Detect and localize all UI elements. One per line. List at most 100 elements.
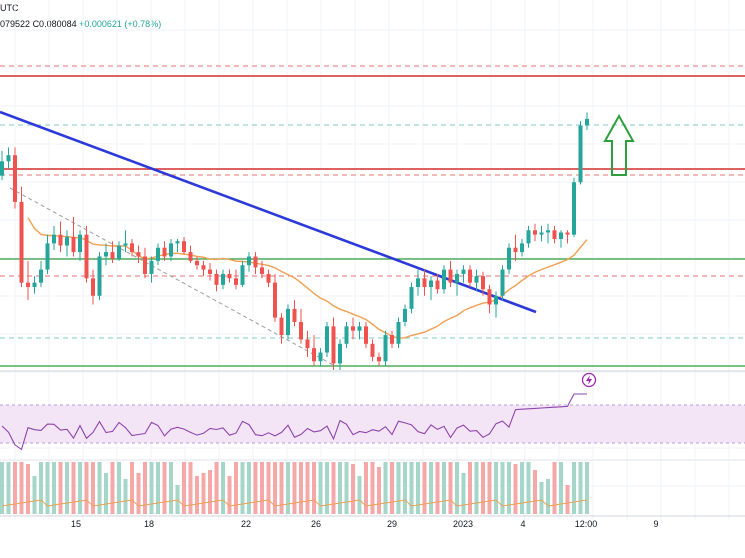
candle-body <box>533 230 537 235</box>
volume-bar <box>565 485 570 514</box>
candle-body <box>227 273 232 279</box>
candle-body <box>585 118 589 126</box>
volume-bar <box>260 462 264 514</box>
volume-bar <box>448 462 453 514</box>
diagonal-trendline <box>9 187 336 367</box>
volume-bar <box>377 467 381 514</box>
volume-bar <box>552 462 557 514</box>
candle-body <box>169 243 173 257</box>
volume-bar <box>383 462 388 514</box>
candle-body <box>331 326 336 364</box>
volume-bar <box>104 473 108 514</box>
candle-body <box>351 326 355 331</box>
candle-body <box>91 278 95 296</box>
volume-bar <box>481 462 485 514</box>
candle-body <box>279 317 284 336</box>
volume-bar <box>149 462 154 514</box>
volume-bar <box>403 462 407 514</box>
volume-bar <box>364 462 368 514</box>
volume-bar <box>39 462 43 514</box>
candle-body <box>539 232 544 235</box>
rsi-band <box>0 405 745 443</box>
candle-body <box>448 269 453 283</box>
candle-body <box>0 161 4 176</box>
candle-body <box>559 232 563 240</box>
moving-average-slow-line <box>0 110 537 314</box>
candle-body <box>156 247 160 261</box>
x-tick-label: 2023 <box>453 519 473 529</box>
volume-bar <box>84 462 89 514</box>
up-arrow-icon <box>603 113 635 176</box>
candle-body <box>370 343 375 357</box>
volume-bar <box>58 462 63 514</box>
volume-bar <box>279 462 284 514</box>
candle-body <box>130 243 134 253</box>
volume-bar <box>227 476 232 514</box>
volume-bar <box>195 476 199 514</box>
volume-bar <box>234 462 238 514</box>
candle-body <box>344 326 349 344</box>
volume-bar <box>0 462 4 514</box>
volume-bar <box>240 462 245 514</box>
volume-bar <box>416 462 420 514</box>
volume-bar <box>201 473 206 514</box>
candle-body <box>572 182 576 235</box>
volume-bar <box>507 462 511 514</box>
volume-bar <box>182 462 186 514</box>
candle-body <box>286 308 290 336</box>
volume-bar <box>539 482 544 514</box>
x-tick-label: 9 <box>653 519 658 529</box>
candle-body <box>240 265 245 285</box>
candle-body <box>357 326 362 331</box>
candle-body <box>71 236 76 253</box>
x-tick-label: 12:00 <box>575 519 598 529</box>
candle-body <box>52 234 56 244</box>
candle-body <box>162 247 167 257</box>
volume-bar <box>97 462 102 514</box>
volume-bar <box>130 462 134 514</box>
volume-bar <box>461 473 466 514</box>
volume-bar <box>370 462 375 514</box>
candle-body <box>487 289 492 305</box>
candle-body <box>526 230 531 244</box>
volume-bar <box>422 462 427 514</box>
volume-bar <box>533 470 537 514</box>
volume-bar <box>312 462 316 514</box>
candle-body <box>565 232 570 235</box>
volume-bar <box>247 462 251 514</box>
volume-bar <box>513 464 518 514</box>
volume-bar <box>357 476 362 514</box>
volume-bar <box>71 462 76 514</box>
candle-body <box>273 282 277 318</box>
volume-bar <box>117 462 121 514</box>
chart-header-timezone: UTC <box>0 3 19 13</box>
candle-body <box>552 230 557 240</box>
x-tick-label: 22 <box>241 519 251 529</box>
candle-body <box>214 273 219 285</box>
lightning-icon <box>586 375 592 385</box>
volume-bar <box>78 462 82 514</box>
candle-body <box>468 269 472 283</box>
candle-body <box>32 282 37 288</box>
change-value: +0.000621 (+0.78%) <box>79 19 162 29</box>
candle-body <box>182 241 186 253</box>
volume-bar <box>409 462 414 514</box>
candle-body <box>474 276 479 283</box>
candle-body <box>546 230 550 233</box>
candle-body <box>513 247 518 253</box>
candle-body <box>26 282 30 288</box>
candle-body <box>507 247 511 270</box>
candle-body <box>260 267 264 274</box>
volume-bar <box>273 462 277 514</box>
volume-bar <box>221 462 225 514</box>
candle-body <box>409 287 414 309</box>
candle-body <box>234 278 238 285</box>
candle-body <box>500 269 505 296</box>
candle-body <box>201 265 206 270</box>
volume-bar <box>26 464 30 514</box>
volume-bar <box>585 462 589 514</box>
candle-body <box>58 234 63 246</box>
candle-body <box>13 155 17 202</box>
volume-bar <box>143 462 147 514</box>
